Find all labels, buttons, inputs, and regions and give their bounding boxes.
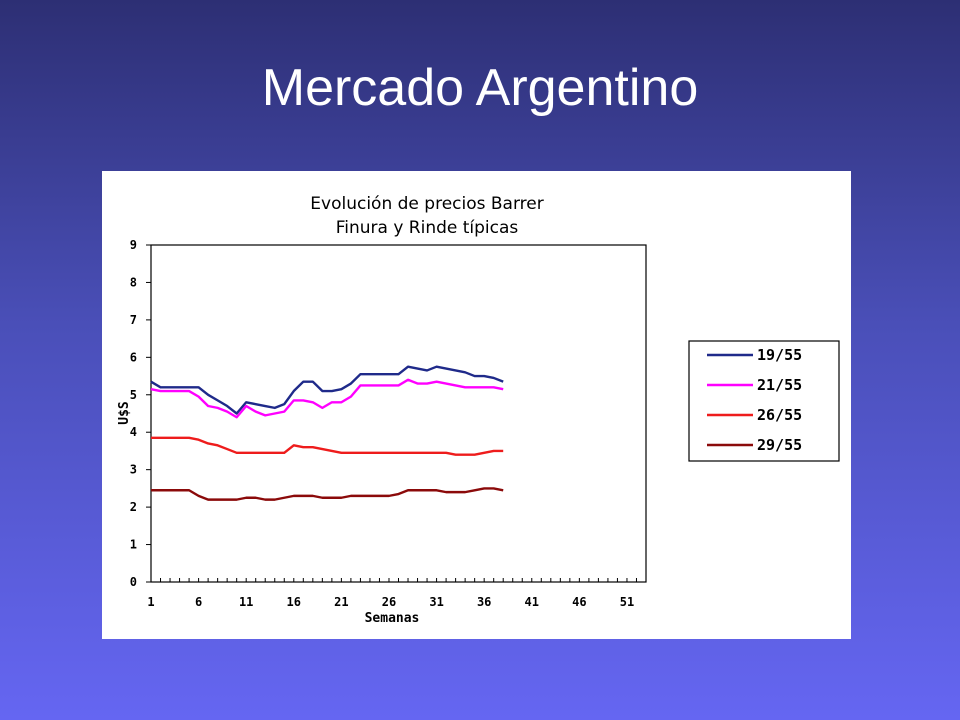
line-chart: Evolución de precios Barrer Finura y Rin… — [117, 194, 840, 626]
legend-label: 26/55 — [757, 406, 802, 424]
x-tick-label: 51 — [620, 595, 634, 609]
x-tick-label: 16 — [287, 595, 301, 609]
y-tick-label: 6 — [130, 350, 137, 364]
x-tick-label: 31 — [429, 595, 443, 609]
series-line-19-55 — [150, 365, 504, 415]
x-tick-labels: 1 6 11 16 21 26 31 36 41 46 51 — [147, 595, 634, 609]
y-tick-labels: 0 1 2 3 4 5 6 7 8 9 — [130, 238, 137, 589]
series-lines — [150, 365, 504, 501]
y-tick-label: 5 — [130, 388, 137, 402]
y-tick-label: 0 — [130, 575, 137, 589]
chart-panel: Evolución de precios Barrer Finura y Rin… — [102, 171, 851, 639]
y-tick-label: 9 — [130, 238, 137, 252]
series-line-21-55 — [150, 378, 504, 419]
chart-title-line-2: Finura y Rinde típicas — [336, 218, 519, 238]
y-tick-label: 7 — [130, 313, 137, 327]
slide-title: Mercado Argentino — [261, 59, 699, 117]
y-tick-label: 8 — [130, 275, 137, 289]
axis-ticks — [146, 244, 647, 583]
x-tick-label: 1 — [147, 595, 154, 609]
x-tick-label: 26 — [382, 595, 396, 609]
legend: 19/55 21/55 26/55 29/55 — [688, 340, 840, 462]
plot-area — [150, 244, 647, 583]
legend-label: 29/55 — [757, 436, 802, 454]
series-line-26-55 — [151, 436, 504, 456]
series-line-29-55 — [151, 487, 504, 501]
legend-box — [688, 340, 840, 462]
x-tick-label: 36 — [477, 595, 491, 609]
chart-title-line-1: Evolución de precios Barrer — [310, 194, 543, 214]
x-tick-label: 11 — [239, 595, 253, 609]
x-tick-label: 46 — [572, 595, 586, 609]
x-tick-label: 41 — [525, 595, 539, 609]
y-axis-label: U$S — [117, 401, 132, 425]
y-tick-label: 2 — [130, 500, 137, 514]
legend-label: 21/55 — [757, 376, 802, 394]
y-tick-label: 3 — [130, 463, 137, 477]
y-tick-label: 4 — [130, 425, 137, 439]
legend-label: 19/55 — [757, 346, 802, 364]
y-tick-label: 1 — [130, 538, 137, 552]
x-axis-label: Semanas — [365, 611, 420, 626]
x-tick-label: 6 — [195, 595, 202, 609]
x-tick-label: 21 — [334, 595, 348, 609]
